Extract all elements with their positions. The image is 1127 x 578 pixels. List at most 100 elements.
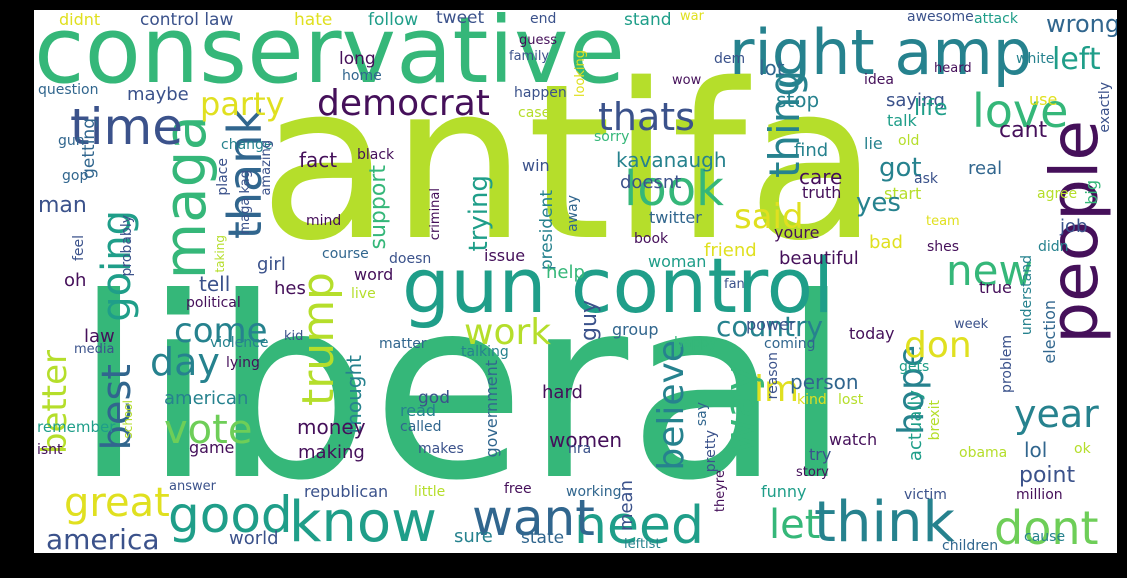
word-happy: happy bbox=[674, 335, 718, 351]
word-money: money bbox=[297, 415, 366, 439]
word-need: need bbox=[574, 496, 704, 553]
word-man: man bbox=[38, 193, 87, 218]
word-year: year bbox=[1014, 392, 1099, 436]
word-know: know bbox=[289, 490, 437, 553]
word-follow: follow bbox=[368, 10, 419, 30]
word-true: true bbox=[979, 278, 1012, 297]
word-word: word bbox=[354, 265, 394, 284]
word-law: law bbox=[84, 326, 115, 347]
word-matter: matter bbox=[379, 336, 427, 352]
word-girl: girl bbox=[257, 254, 286, 275]
word-tell: tell bbox=[199, 272, 231, 296]
word-friend: friend bbox=[704, 240, 757, 261]
word-school: school bbox=[121, 400, 135, 439]
word-victim: victim bbox=[904, 487, 947, 503]
word-think: think bbox=[814, 490, 955, 553]
word-fan: fan bbox=[724, 277, 745, 292]
word-twitter: twitter bbox=[649, 208, 702, 227]
word-election: election bbox=[1040, 300, 1059, 364]
word-course: course bbox=[322, 246, 369, 262]
word-family: family bbox=[509, 49, 550, 64]
word-stop: stop bbox=[776, 88, 820, 112]
word-use: use bbox=[1029, 90, 1058, 109]
word-doesn: doesn bbox=[389, 251, 432, 267]
word-cant: cant bbox=[999, 118, 1048, 143]
word-awesome: awesome bbox=[907, 10, 974, 25]
word-end: end bbox=[530, 11, 557, 27]
word-day: day bbox=[150, 340, 220, 384]
word-pretty: pretty bbox=[703, 430, 719, 473]
word-democrat: democrat bbox=[317, 83, 490, 124]
word-issue: issue bbox=[484, 246, 526, 265]
word-state: state bbox=[521, 528, 565, 548]
word-power: power bbox=[746, 315, 796, 334]
word-funny: funny bbox=[761, 482, 807, 501]
word-gun-control: gun control bbox=[402, 241, 835, 330]
word-doesnt: doesnt bbox=[620, 172, 682, 193]
word-sure: sure bbox=[454, 526, 493, 547]
word-truth: truth bbox=[802, 183, 842, 202]
word-sorry: sorry bbox=[594, 129, 630, 145]
word-read: read bbox=[400, 401, 437, 420]
word-find: find bbox=[794, 140, 829, 161]
word-maybe: maybe bbox=[127, 84, 189, 105]
word-looking: looking bbox=[573, 50, 588, 98]
word-stand: stand bbox=[624, 10, 672, 30]
word-said: said bbox=[734, 197, 804, 237]
word-isnt: isnt bbox=[37, 442, 63, 458]
word-left: left bbox=[1052, 42, 1101, 77]
word-didnt: didnt bbox=[59, 10, 101, 29]
word-kavanaugh: kavanaugh bbox=[616, 148, 727, 172]
word-conservative: conservative bbox=[34, 10, 626, 104]
word-bad: bad bbox=[869, 232, 903, 253]
word-kid: kid bbox=[284, 329, 304, 344]
word-come: come bbox=[174, 311, 268, 351]
word-president: president bbox=[537, 190, 557, 271]
word-try: try bbox=[809, 445, 832, 464]
word-making: making bbox=[298, 442, 365, 463]
word-win: win bbox=[522, 156, 550, 175]
word-reason: reason bbox=[765, 352, 781, 400]
word-story: story bbox=[796, 465, 829, 480]
word-ok: ok bbox=[1074, 441, 1091, 457]
word-answer: answer bbox=[169, 479, 216, 494]
word-week: week bbox=[954, 317, 989, 332]
word-game: game bbox=[189, 438, 235, 457]
word-question: question bbox=[38, 82, 99, 98]
word-free: free bbox=[504, 481, 532, 497]
word-help: help bbox=[546, 262, 585, 283]
word-live: live bbox=[351, 286, 376, 302]
word-happen: happen bbox=[514, 85, 567, 101]
word-life: life bbox=[914, 96, 948, 121]
word-im: im bbox=[754, 369, 800, 410]
word-country: country bbox=[716, 310, 824, 343]
word-group: group bbox=[612, 320, 659, 339]
word-better: better bbox=[35, 350, 75, 455]
word-support: support bbox=[366, 165, 391, 250]
word-thats: thats bbox=[598, 95, 695, 139]
word-book: book bbox=[634, 231, 669, 247]
word-new: new bbox=[946, 246, 1033, 295]
word-lie: lie bbox=[864, 134, 883, 153]
word-republican: republican bbox=[304, 482, 389, 501]
word-dem: dem bbox=[714, 51, 746, 67]
word-liberal: liberal bbox=[74, 244, 851, 535]
word-coming: coming bbox=[764, 336, 816, 352]
word-criminal: criminal bbox=[428, 188, 443, 241]
word-watch: watch bbox=[829, 430, 878, 449]
word-hes: hes bbox=[274, 278, 306, 299]
word-yes: yes bbox=[856, 188, 901, 218]
word-ask: ask bbox=[914, 171, 938, 187]
word-home: home bbox=[342, 68, 382, 84]
word-working: working bbox=[566, 484, 622, 500]
word-hate: hate bbox=[294, 10, 333, 30]
word-understand: understand bbox=[1019, 255, 1035, 336]
word-long: long bbox=[339, 49, 376, 69]
word-gop: gop bbox=[62, 168, 89, 184]
word-beautiful: beautiful bbox=[779, 248, 859, 269]
word-wow: wow bbox=[672, 73, 702, 88]
word-brexit: brexit bbox=[927, 400, 943, 441]
word-care: care bbox=[799, 165, 843, 189]
word-government: government bbox=[482, 360, 501, 458]
word-actually: actually bbox=[905, 390, 926, 462]
